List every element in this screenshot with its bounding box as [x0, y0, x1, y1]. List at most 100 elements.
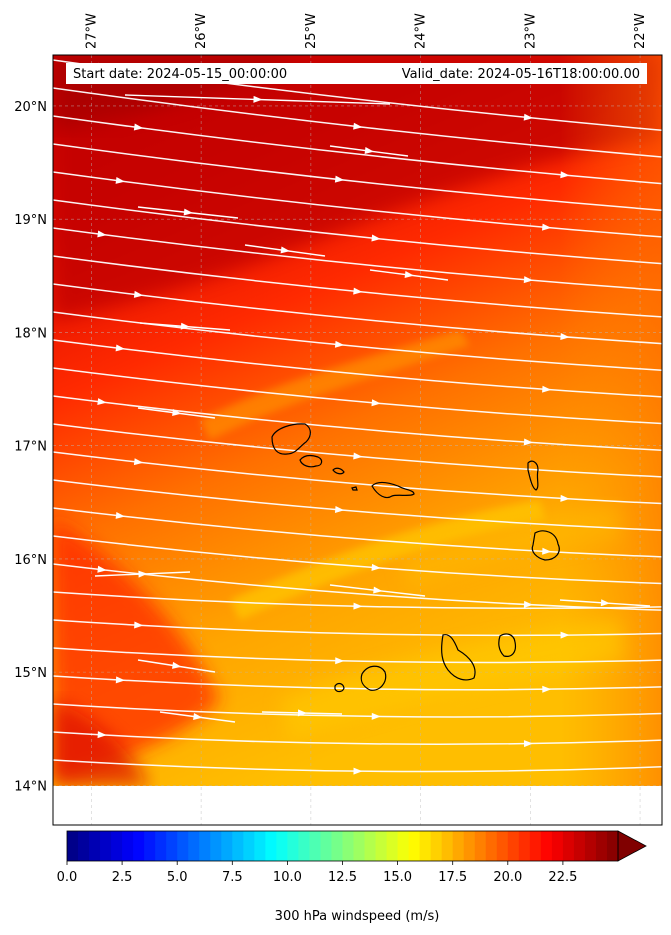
- streamline: [53, 367, 662, 425]
- streamline: [53, 143, 662, 212]
- colorbar-tick-label: 22.5: [548, 870, 577, 885]
- colorbar-tick-label: 2.5: [112, 870, 133, 885]
- colorbar-cell: [100, 831, 112, 861]
- streamline-arrow: [523, 740, 534, 748]
- colorbar-cell: [309, 831, 322, 861]
- lon-tick-label: 23°W: [523, 13, 538, 49]
- colorbar-cell: [221, 831, 233, 861]
- streamline-arrow: [542, 685, 552, 693]
- streamline-arrow: [560, 631, 570, 639]
- colorbar-cell: [177, 831, 189, 861]
- streamline-arrow: [133, 458, 144, 466]
- colorbar-cell: [375, 831, 388, 861]
- island-boa-vista: [531, 530, 560, 561]
- streamline-arrow: [193, 713, 203, 720]
- streamline: [53, 647, 662, 664]
- lat-tick-label: 16°N: [14, 553, 47, 568]
- streamline: [53, 703, 662, 718]
- island-sal: [527, 460, 539, 491]
- lat-tick-label: 14°N: [14, 779, 47, 794]
- colorbar-cell: [166, 831, 178, 861]
- colorbar-cell: [507, 831, 520, 861]
- colorbar-cell: [386, 831, 399, 861]
- streamline-arrow: [523, 276, 534, 284]
- colorbar-cell: [243, 831, 255, 861]
- streamline-arrow: [297, 709, 307, 717]
- streamline-arrow: [560, 494, 570, 502]
- colorbar-cell: [606, 831, 619, 861]
- streamline-arrow: [542, 547, 552, 555]
- streamline-arrow: [560, 171, 570, 179]
- lon-tick-label: 27°W: [84, 13, 99, 49]
- streamline-arrow: [523, 600, 534, 608]
- streamline-arrow: [115, 176, 125, 184]
- streamline: [53, 395, 662, 451]
- streamline-arrow: [183, 208, 193, 216]
- streamline-arrow: [371, 399, 381, 407]
- colorbar-cell: [562, 831, 575, 861]
- colorbar-cell: [364, 831, 377, 861]
- colorbar-cell: [496, 831, 509, 861]
- streamline-arrow: [353, 452, 363, 460]
- lon-tick-label: 26°W: [194, 13, 209, 49]
- streamline-arrow: [115, 344, 125, 352]
- streamline-arrow: [115, 511, 125, 519]
- streamline-arrow: [541, 223, 552, 231]
- colorbar-cell: [408, 831, 421, 861]
- lat-tick-label: 15°N: [14, 666, 47, 681]
- windspeed-field: [53, 55, 662, 786]
- start-date-text: Start date: 2024-05-15_00:00:00: [73, 67, 287, 82]
- streamline-arrow: [371, 712, 381, 720]
- colorbar-cell: [298, 831, 311, 861]
- colorbar-cell: [199, 831, 211, 861]
- colorbar-ticks: 0.0 2.5 5.0 7.5 10.0 12.5 15.0 17.5 20.0 22.5: [57, 861, 577, 885]
- streamline: [53, 199, 662, 265]
- streamline: [53, 479, 662, 531]
- streamline-arrow: [133, 123, 144, 131]
- lat-tick-label: 19°N: [14, 213, 47, 228]
- colorbar-cell: [232, 831, 244, 861]
- colorbar-cell: [287, 831, 300, 861]
- streamline-arrow: [353, 287, 363, 295]
- lon-tick-label: 24°W: [414, 13, 429, 49]
- colorbar-cell: [122, 831, 134, 861]
- streamline: [53, 171, 662, 238]
- streamline-arrow: [334, 175, 345, 183]
- colorbar-cell: [518, 831, 531, 861]
- colorbar-cell: [419, 831, 432, 861]
- island-brava: [334, 682, 345, 693]
- colorbar-cell: [485, 831, 498, 861]
- colorbar-cell: [353, 831, 366, 861]
- colorbar-cell: [573, 831, 586, 861]
- streamline-arrow: [364, 147, 374, 154]
- colorbar-cell: [551, 831, 564, 861]
- colorbar-cell: [595, 831, 608, 861]
- colorbar-cell: [320, 831, 333, 861]
- streamline-arrow: [353, 122, 363, 130]
- streamline: [53, 731, 662, 745]
- streamline-arrow: [172, 409, 182, 416]
- colorbar-tick-label: 10.0: [273, 870, 302, 885]
- streamline: [53, 535, 662, 585]
- colorbar-tick-label: 15.0: [383, 870, 412, 885]
- streamline-arrow: [115, 676, 125, 684]
- island-fogo: [360, 665, 387, 691]
- streamline: [53, 339, 662, 398]
- island-santa-luzia: [332, 467, 345, 475]
- island-sao-nicolau: [371, 481, 415, 499]
- streamline-arrow: [172, 661, 182, 669]
- valid-date-text: Valid_date: 2024-05-16T18:00:00.00: [402, 67, 640, 82]
- colorbar-cell: [397, 831, 410, 861]
- streamline-arrow: [280, 246, 290, 254]
- colorbar-cell: [529, 831, 542, 861]
- streamline-arrow: [97, 398, 107, 406]
- colorbar-cell: [584, 831, 597, 861]
- streamline-arrow: [334, 340, 345, 348]
- streamline-arrow: [133, 290, 144, 298]
- colorbar-cell: [430, 831, 443, 861]
- lon-tick-label: 25°W: [304, 13, 319, 49]
- streamline-arrow: [335, 657, 345, 665]
- colorbar-cell: [452, 831, 465, 861]
- colorbar-cell: [463, 831, 476, 861]
